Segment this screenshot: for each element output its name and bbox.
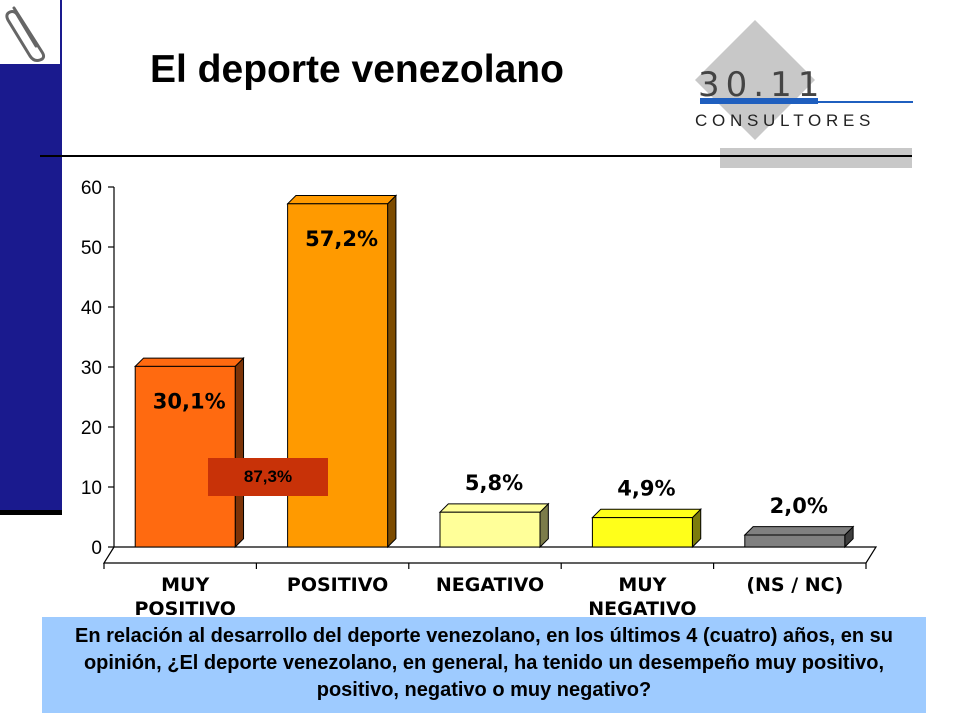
- bar-side-shade: [387, 195, 396, 547]
- bar-side-shade: [235, 358, 244, 547]
- question-text: En relación al desarrollo del deporte ve…: [75, 625, 893, 701]
- combined-positive-label: 87,3%: [208, 458, 328, 496]
- category-label: (NS / NC): [746, 574, 843, 596]
- bar-top: [591, 508, 702, 519]
- bar-front: [134, 365, 236, 548]
- page-title: El deporte venezolano: [150, 48, 564, 91]
- data-label: 5,8%: [465, 471, 523, 495]
- bar: [591, 508, 702, 549]
- chart-floor: [102, 546, 878, 564]
- bar: [438, 502, 550, 549]
- data-label: 30,1%: [153, 389, 226, 413]
- bar-side-shade: [844, 526, 854, 547]
- bar-top: [286, 194, 398, 205]
- bar-front: [439, 511, 541, 548]
- bar-front: [744, 534, 846, 548]
- left-accent-bar: [0, 64, 62, 514]
- y-tick-label: 40: [81, 298, 102, 319]
- bar-front: [591, 517, 693, 548]
- data-label: 2,0%: [770, 494, 828, 518]
- category-label: MUY POSITIVO: [135, 574, 236, 615]
- title-divider: [40, 155, 912, 157]
- logo-number: 30.11: [698, 65, 825, 105]
- category-label: MUY NEGATIVO: [588, 574, 696, 615]
- category-label: POSITIVO: [287, 574, 388, 596]
- logo-diamond: [695, 20, 815, 140]
- logo-gray-bar: [720, 148, 912, 168]
- bar-top: [743, 526, 855, 536]
- logo-word: C O N S U L T O R E S: [695, 111, 870, 130]
- data-label: 4,9%: [617, 477, 675, 501]
- bar: [743, 525, 855, 549]
- y-tick-label: 60: [81, 178, 102, 199]
- y-tick-label: 0: [91, 538, 102, 559]
- logo-blue-bar: [700, 98, 818, 104]
- bar-top: [133, 357, 245, 367]
- category-label: NEGATIVO: [436, 574, 544, 596]
- y-tick-label: 50: [81, 238, 102, 259]
- left-accent-bar-shadow: [0, 510, 62, 515]
- paperclip-icon: [0, 0, 62, 64]
- bar-chart: 0 10 20 30 40 50 60 30,1% MUY POSITIVO 57,2% POSIT…: [81, 178, 878, 615]
- y-tick-label: 10: [81, 478, 102, 499]
- question-box: En relación al desarrollo del deporte ve…: [42, 617, 926, 713]
- company-logo: 30.11 C O N S U L T O R E S: [695, 20, 913, 168]
- bar-top: [438, 503, 550, 513]
- bar: [133, 356, 245, 549]
- bar-side-shade: [540, 503, 549, 547]
- y-tick-label: 20: [81, 418, 102, 439]
- y-tick-label: 30: [81, 358, 102, 379]
- data-label: 57,2%: [305, 227, 378, 251]
- bar: [286, 194, 398, 549]
- bar-side-shade: [692, 509, 701, 547]
